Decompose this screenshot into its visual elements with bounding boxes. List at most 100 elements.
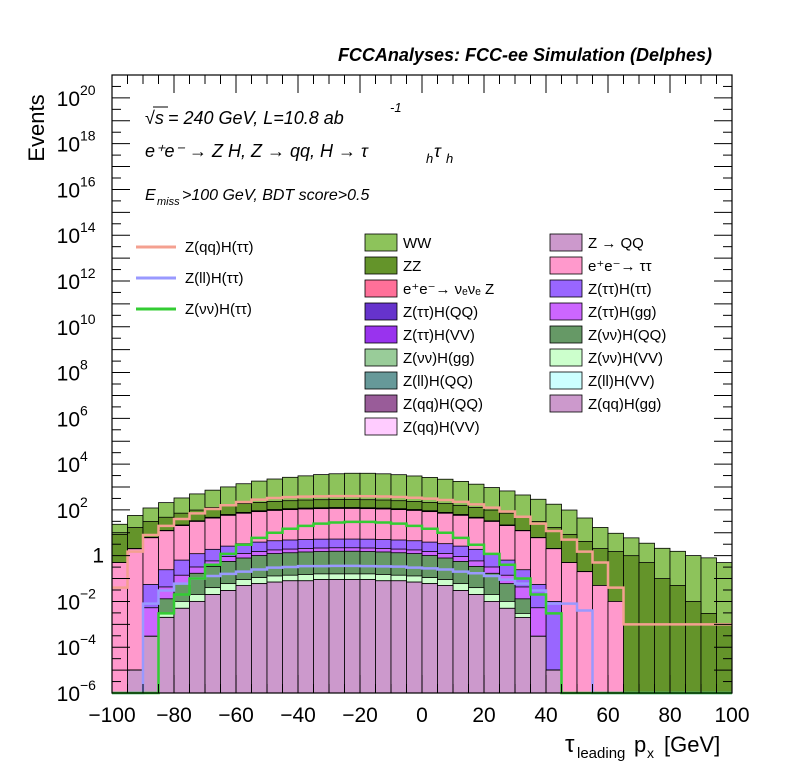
svg-text:10: 10: [57, 363, 80, 386]
y-tick-label: 10 8: [57, 357, 88, 386]
stack-16-bar-15: [344, 579, 361, 694]
svg-text:−4: −4: [80, 631, 96, 647]
stack-16-bar-13: [313, 579, 330, 694]
stack-16-bar-24: [483, 601, 500, 694]
y-tick-label: 10 −6: [57, 677, 97, 706]
svg-text:−2: −2: [80, 585, 96, 601]
svg-text:10: 10: [57, 271, 80, 294]
svg-text:10: 10: [57, 317, 80, 340]
stack-10-bar-32: [607, 601, 624, 694]
stack-16-bar-16: [359, 579, 376, 694]
svg-text:Z(qq)H(VV): Z(qq)H(VV): [403, 419, 480, 436]
svg-text:20: 20: [80, 82, 96, 98]
y-tick-label: 10 16: [57, 173, 96, 202]
svg-text:16: 16: [80, 173, 96, 189]
svg-text:h: h: [426, 151, 433, 166]
y-tick-label: 10 2: [57, 494, 88, 523]
svg-text:Z(qq)H(QQ): Z(qq)H(QQ): [403, 396, 483, 413]
svg-text:6: 6: [80, 402, 88, 418]
svg-text:x: x: [647, 745, 654, 761]
svg-text:-1: -1: [390, 100, 402, 115]
stack-16-bar-10: [266, 581, 283, 694]
x-tick-label: −40: [280, 704, 316, 727]
stack-10-bar-0: [111, 562, 128, 694]
stack-10-bar-30: [576, 571, 593, 694]
stack-16-bar-19: [406, 581, 423, 694]
y-tick-label: 1: [92, 545, 104, 568]
legend-entry: Z(ττ)H(gg): [549, 302, 657, 321]
x-tick-label: 0: [416, 704, 428, 727]
svg-text:Z(ττ)H(VV): Z(ττ)H(VV): [403, 327, 475, 344]
svg-text:10: 10: [57, 88, 80, 111]
stack-16-bar-17: [375, 580, 392, 694]
stack-1-bar-36: [669, 585, 686, 694]
svg-text:10: 10: [57, 637, 80, 660]
svg-text:10: 10: [57, 134, 80, 157]
stack-16-bar-27: [530, 635, 547, 694]
stack-16-bar-3: [158, 617, 175, 694]
svg-text:τ: τ: [565, 731, 575, 758]
legend-entry: Z(ll)H(VV): [549, 371, 655, 390]
svg-text:e⁺e⁻→ ττ: e⁺e⁻→ ττ: [588, 258, 652, 275]
x-tick-label: 40: [534, 704, 557, 727]
x-tick-label: 60: [596, 704, 619, 727]
svg-text:10: 10: [57, 408, 80, 431]
svg-text:Z(νν)H(gg): Z(νν)H(gg): [403, 350, 475, 367]
svg-text:τ: τ: [434, 141, 442, 161]
legend-entry: e⁺e⁻→ νₑνₑ Z: [364, 279, 494, 298]
signal-line-0: [112, 494, 732, 626]
y-axis-label: Events: [24, 94, 49, 161]
svg-text:10: 10: [57, 179, 80, 202]
svg-text:Z(νν)H(ττ): Z(νν)H(ττ): [185, 301, 252, 318]
svg-text:10: 10: [57, 500, 80, 523]
svg-text:h: h: [446, 151, 453, 166]
svg-text:√s: √s: [145, 108, 164, 128]
svg-text:[GeV]: [GeV]: [664, 732, 720, 757]
svg-text:Z(νν)H(QQ): Z(νν)H(QQ): [588, 327, 666, 344]
y-tick-label: 10 10: [57, 311, 96, 340]
x-tick-label: 80: [658, 704, 681, 727]
legend-entry: Z(νν)H(QQ): [549, 325, 666, 344]
svg-text:Z(qq)H(gg): Z(qq)H(gg): [588, 396, 661, 413]
legend-entry: Z(qq)H(QQ): [364, 394, 483, 413]
signal-line-1: [112, 564, 732, 695]
stack-1-bar-35: [654, 578, 671, 694]
legend-entry: Z(ll)H(QQ): [364, 371, 473, 390]
stack-16-bar-9: [251, 583, 268, 694]
y-tick-label: 10 4: [57, 448, 88, 477]
stack-10-bar-29: [561, 562, 578, 694]
stack-16-bar-7: [220, 590, 237, 694]
plot-area: [111, 75, 733, 695]
stack-1-bar-34: [638, 562, 655, 694]
x-tick-label: 20: [472, 704, 495, 727]
svg-text:Z(ττ)H(gg): Z(ττ)H(gg): [588, 304, 657, 321]
y-tick-label: 10 20: [57, 82, 96, 111]
svg-text:E: E: [145, 187, 156, 204]
stack-16-bar-12: [297, 580, 314, 694]
svg-text:Z(νν)H(VV): Z(νν)H(VV): [588, 350, 663, 367]
y-tick-label: 10 12: [57, 265, 96, 294]
svg-text:WW: WW: [403, 235, 432, 252]
stack-16-bar-2: [142, 635, 159, 694]
legend-entry: WW: [364, 233, 432, 252]
legend-entry-signal: Z(qq)H(ττ): [136, 239, 254, 256]
legend-entry: Z(ττ)H(VV): [364, 325, 475, 344]
legend-entry-signal: Z(ll)H(ττ): [136, 270, 244, 287]
svg-text:= 240 GeV, L=10.8 ab: = 240 GeV, L=10.8 ab: [168, 108, 344, 128]
stack-16-bar-1: [127, 669, 144, 694]
svg-text:1: 1: [92, 545, 104, 568]
y-tick-label: 10 14: [57, 219, 96, 248]
x-axis: −100 −80 −60 −40 −20 0 20 40 60 80 100: [88, 75, 750, 727]
y-tick-label: 10 −4: [57, 631, 97, 660]
svg-text:Z(qq)H(ττ): Z(qq)H(ττ): [185, 239, 254, 256]
legend-entry: Z(ττ)H(QQ): [364, 302, 478, 321]
svg-text:Z(ll)H(ττ): Z(ll)H(ττ): [185, 270, 244, 287]
x-tick-label: −100: [88, 704, 135, 727]
svg-text:18: 18: [80, 128, 96, 144]
svg-text:e⁺e⁻ → Z H, Z → qq, H → τ: e⁺e⁻ → Z H, Z → qq, H → τ: [145, 141, 369, 161]
stack-16-bar-20: [421, 583, 438, 694]
y-tick-label: 10 18: [57, 128, 96, 157]
svg-text:Z(ττ)H(QQ): Z(ττ)H(QQ): [403, 304, 478, 321]
svg-text:10: 10: [57, 591, 80, 614]
